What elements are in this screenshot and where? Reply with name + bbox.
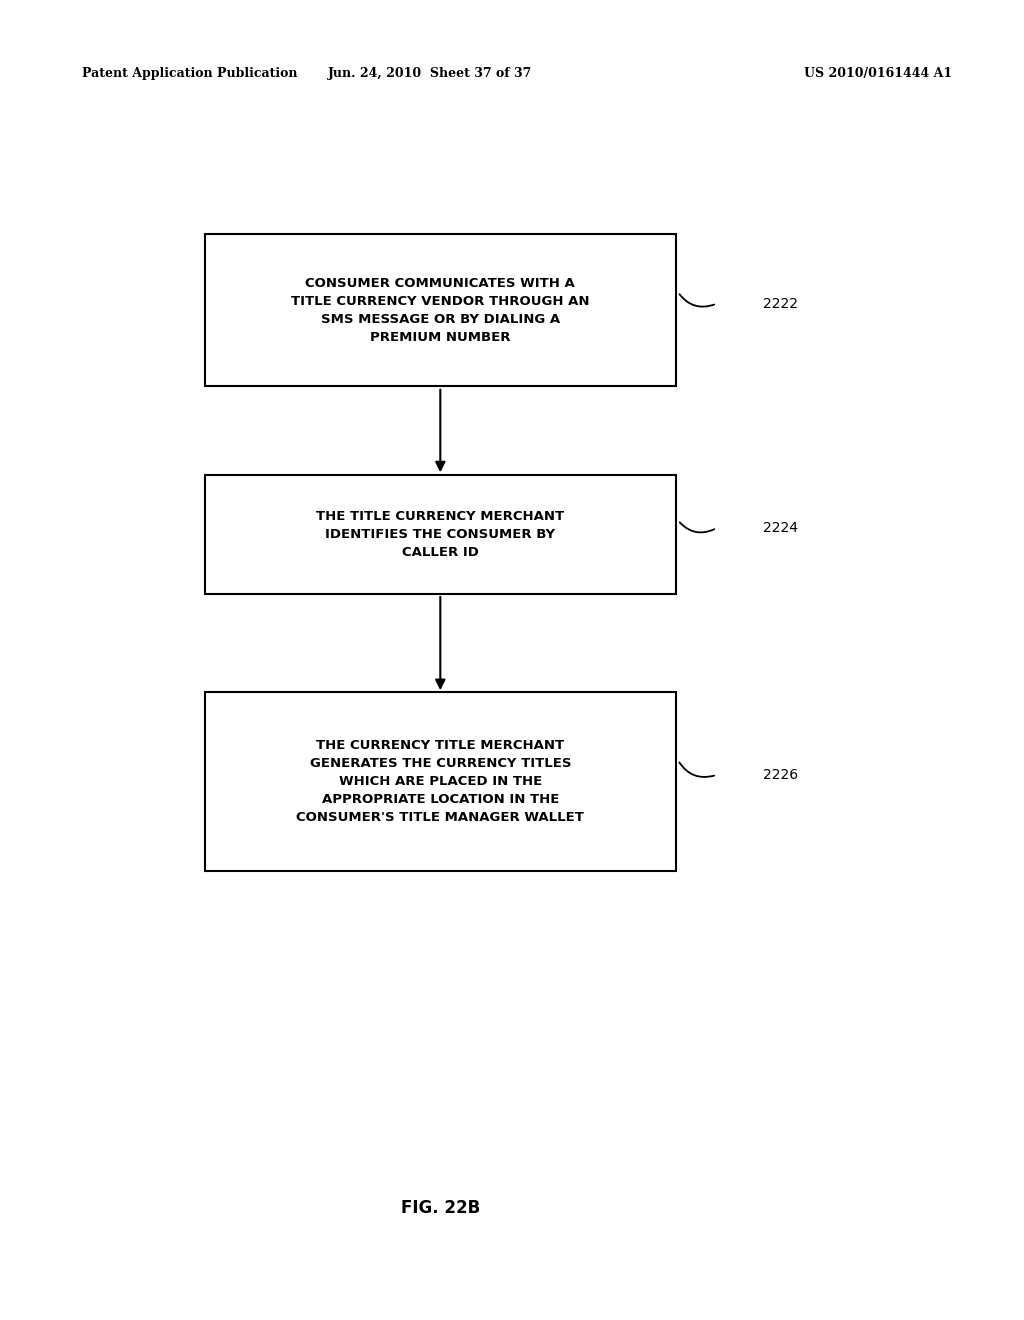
Text: THE TITLE CURRENCY MERCHANT
IDENTIFIES THE CONSUMER BY
CALLER ID: THE TITLE CURRENCY MERCHANT IDENTIFIES T… — [316, 510, 564, 560]
Text: 2226: 2226 — [763, 768, 798, 781]
FancyBboxPatch shape — [205, 235, 676, 385]
Text: Patent Application Publication: Patent Application Publication — [82, 67, 297, 81]
Text: US 2010/0161444 A1: US 2010/0161444 A1 — [804, 67, 952, 81]
Text: Jun. 24, 2010  Sheet 37 of 37: Jun. 24, 2010 Sheet 37 of 37 — [328, 67, 532, 81]
FancyBboxPatch shape — [205, 692, 676, 871]
FancyBboxPatch shape — [205, 475, 676, 594]
Text: FIG. 22B: FIG. 22B — [400, 1199, 480, 1217]
Text: CONSUMER COMMUNICATES WITH A
TITLE CURRENCY VENDOR THROUGH AN
SMS MESSAGE OR BY : CONSUMER COMMUNICATES WITH A TITLE CURRE… — [291, 277, 590, 343]
Text: 2224: 2224 — [763, 521, 798, 535]
Text: 2222: 2222 — [763, 297, 798, 310]
Text: THE CURRENCY TITLE MERCHANT
GENERATES THE CURRENCY TITLES
WHICH ARE PLACED IN TH: THE CURRENCY TITLE MERCHANT GENERATES TH… — [296, 739, 585, 824]
